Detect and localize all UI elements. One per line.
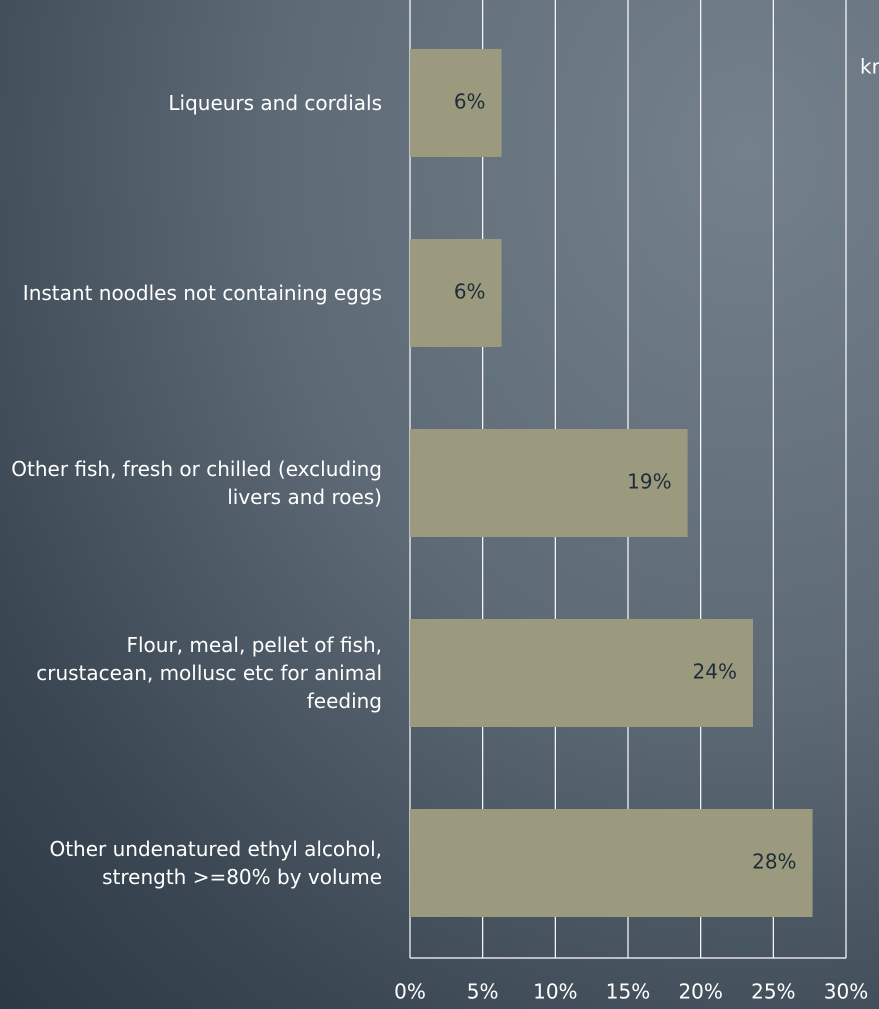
x-tick-label: 20%	[678, 980, 722, 1004]
bar	[410, 49, 502, 157]
category-text: Other undenatured ethyl alcohol, strengt…	[49, 837, 382, 889]
bar	[410, 239, 502, 347]
category-text: Other fish, fresh or chilled (excluding …	[11, 457, 382, 509]
category-label: Other undenatured ethyl alcohol, strengt…	[0, 768, 382, 958]
x-tick-label: 0%	[394, 980, 426, 1004]
bar	[410, 429, 688, 537]
x-tick-label: 15%	[606, 980, 650, 1004]
value-label: 6%	[454, 90, 486, 114]
annotation: kn	[860, 55, 879, 79]
category-label: Instant noodles not containing eggs	[0, 198, 382, 388]
x-tick-label: 25%	[751, 980, 795, 1004]
x-tick-label: 30%	[824, 980, 868, 1004]
value-label: 28%	[752, 850, 796, 874]
value-label: 6%	[454, 280, 486, 304]
bar	[410, 809, 813, 917]
value-label: 24%	[693, 660, 737, 684]
category-text: Instant noodles not containing eggs	[22, 281, 382, 305]
category-text: Liqueurs and cordials	[168, 91, 382, 115]
value-label: 19%	[627, 470, 671, 494]
bar	[410, 619, 753, 727]
category-label: Flour, meal, pellet of fish, crustacean,…	[0, 578, 382, 768]
x-tick-label: 10%	[533, 980, 577, 1004]
category-label: Liqueurs and cordials	[0, 8, 382, 198]
category-text: Flour, meal, pellet of fish, crustacean,…	[36, 633, 382, 713]
x-tick-label: 5%	[467, 980, 499, 1004]
category-label: Other fish, fresh or chilled (excluding …	[0, 388, 382, 578]
